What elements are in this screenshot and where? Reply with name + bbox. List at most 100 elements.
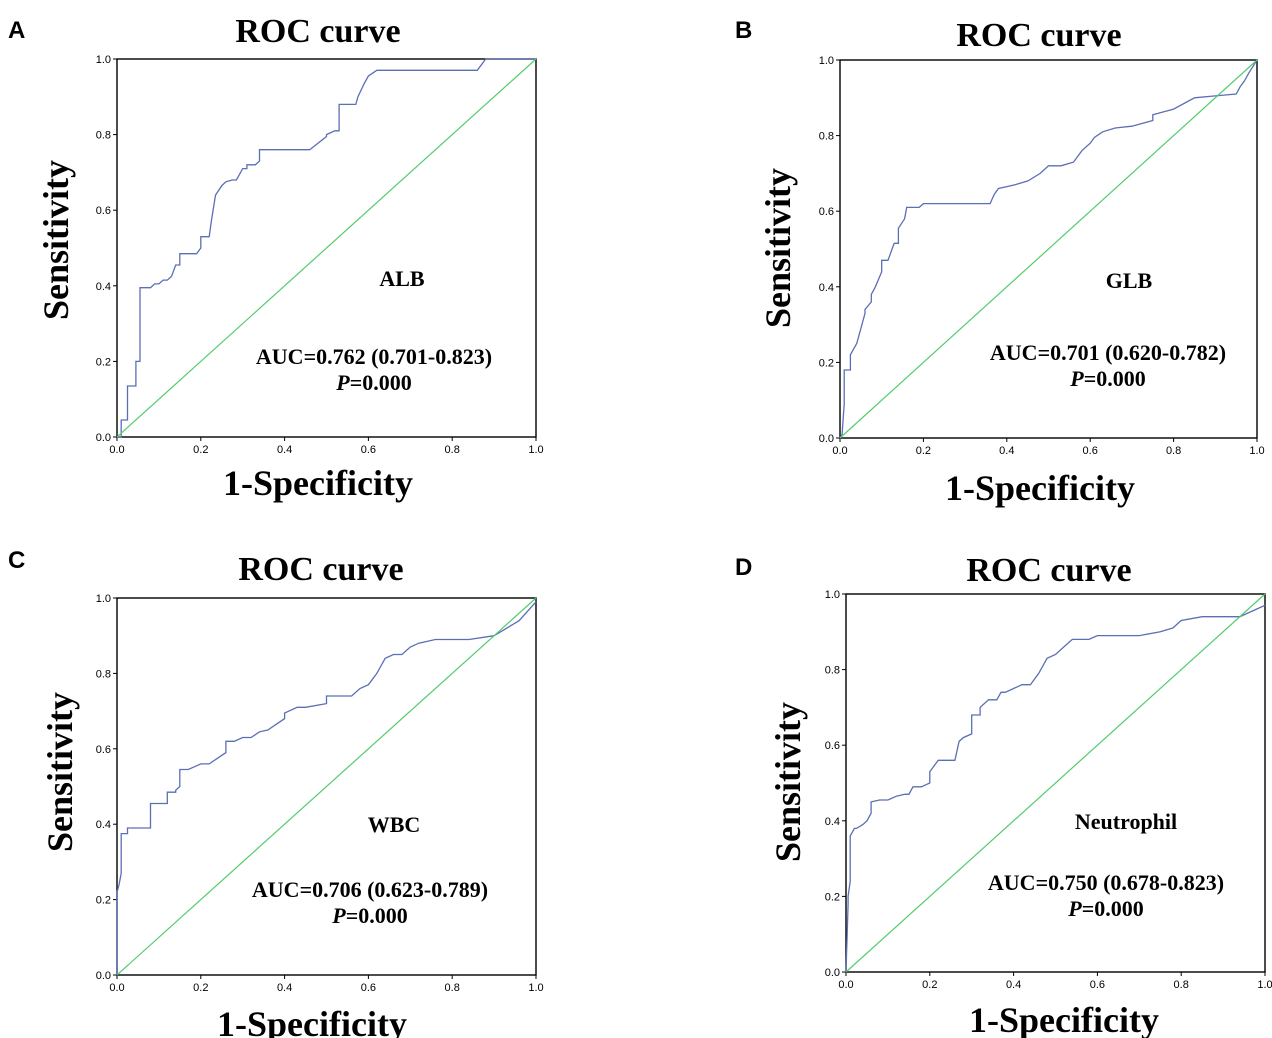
panel-a-roc-curve xyxy=(117,58,536,438)
panel-a-p-number: =0.000 xyxy=(350,370,412,395)
panel-c-reference-line xyxy=(116,597,537,976)
panel-d: D ROC curve 0.0 0.2 0.4 0.6 0.8 1.0 0.0 0.2 0.4 0.6… xyxy=(735,552,1272,1038)
panel-d-auc-text: AUC=0.750 (0.678-0.823) xyxy=(988,870,1224,895)
panel-c-x-tick-label: 0.2 xyxy=(193,982,208,994)
panel-b-y-tick-label: 0.8 xyxy=(819,131,834,143)
panel-b: B ROC curve 0.0 0.2 0.4 0.6 0.8 1.0 0.0 0.2 0.4 0.6… xyxy=(735,17,1265,508)
panel-a-reference-line xyxy=(116,58,537,438)
panel-a-y-tick-label: 0.6 xyxy=(96,205,111,217)
panel-c-roc-curve xyxy=(116,601,537,975)
panel-c-x-tick-label: 1.0 xyxy=(528,982,543,994)
panel-d-x-tick-label: 1.0 xyxy=(1257,979,1272,991)
panel-d-p-symbol: P xyxy=(1067,896,1082,921)
panel-b-title: ROC curve xyxy=(956,17,1121,54)
panel-d-roc-curve xyxy=(845,604,1266,973)
panel-b-x-tick-label: 0.2 xyxy=(916,445,931,457)
panel-b-letter: B xyxy=(735,17,752,44)
panel-c-ticks xyxy=(113,597,537,979)
panel-a-ticks xyxy=(113,58,537,441)
panel-d-x-tick-label: 0.6 xyxy=(1090,979,1105,991)
panel-a-letter: A xyxy=(8,17,25,44)
panel-b-y-tick-label: 0.0 xyxy=(819,433,834,445)
panel-d-title: ROC curve xyxy=(966,552,1131,589)
panel-c-y-tick-label: 0.2 xyxy=(96,895,111,907)
panel-b-y-tick-label: 0.4 xyxy=(819,282,834,294)
panel-d-y-tick-label: 0.4 xyxy=(825,816,840,828)
panel-c-x-tick-label: 0.0 xyxy=(109,982,124,994)
panel-a-y-tick-label: 1.0 xyxy=(96,54,111,66)
panel-d-y-tick-label: 0.8 xyxy=(825,665,840,677)
panel-a-auc-text: AUC=0.762 (0.701-0.823) xyxy=(256,344,492,369)
panel-d-y-tick-label: 0.0 xyxy=(825,967,840,979)
panel-c-title: ROC curve xyxy=(238,551,403,588)
panel-b-x-tick-label: 0.8 xyxy=(1166,445,1181,457)
panel-d-p-value: P=0.000 xyxy=(1067,896,1144,921)
panel-d-y-tick-label: 1.0 xyxy=(825,589,840,601)
panel-d-y-tick-label: 0.2 xyxy=(825,891,840,903)
panel-c-p-symbol: P xyxy=(331,903,346,928)
panel-d-marker-label: Neutrophil xyxy=(1075,809,1177,834)
panel-c-marker-label: WBC xyxy=(368,812,421,837)
panel-d-y-axis-label: Sensitivity xyxy=(768,702,808,862)
panel-d-x-tick-label: 0.2 xyxy=(922,979,937,991)
panel-a-x-tick-label: 0.2 xyxy=(193,444,208,456)
panel-a-x-tick-label: 0.8 xyxy=(445,444,460,456)
panel-c-y-tick-label: 1.0 xyxy=(96,593,111,605)
panel-a-y-tick-label: 0.0 xyxy=(96,432,111,444)
panel-a-p-symbol: P xyxy=(335,370,350,395)
panel-b-x-tick-label: 0.4 xyxy=(999,445,1014,457)
panel-a-p-value: P=0.000 xyxy=(335,370,412,395)
panel-a-x-tick-label: 1.0 xyxy=(528,444,543,456)
panel-d-y-tick-label: 0.6 xyxy=(825,740,840,752)
panel-d-letter: D xyxy=(735,554,752,581)
panel-b-x-tick-label: 1.0 xyxy=(1249,445,1264,457)
panel-c-y-tick-label: 0.0 xyxy=(96,970,111,982)
panel-d-ticks xyxy=(842,593,1266,976)
panel-b-y-axis-label: Sensitivity xyxy=(758,168,798,328)
panel-b-marker-label: GLB xyxy=(1106,268,1153,293)
panel-c-p-number: =0.000 xyxy=(346,903,408,928)
panel-c-y-tick-label: 0.8 xyxy=(96,668,111,680)
panel-d-x-tick-label: 0.8 xyxy=(1174,979,1189,991)
panel-c-letter: C xyxy=(8,547,25,574)
panel-a-y-axis-label: Sensitivity xyxy=(36,160,76,320)
panel-c-auc-text: AUC=0.706 (0.623-0.789) xyxy=(252,877,488,902)
panel-b-y-tick-label: 1.0 xyxy=(819,55,834,67)
panel-b-y-tick-label: 0.6 xyxy=(819,206,834,218)
panel-c-y-tick-label: 0.4 xyxy=(96,819,111,831)
panel-d-reference-line xyxy=(845,593,1266,973)
panel-b-ticks xyxy=(836,59,1258,442)
panel-b-p-value: P=0.000 xyxy=(1069,366,1146,391)
panel-d-x-tick-label: 0.4 xyxy=(1006,979,1021,991)
panel-c-y-axis-label: Sensitivity xyxy=(40,692,80,852)
panel-b-p-number: =0.000 xyxy=(1084,366,1146,391)
panel-a-y-tick-label: 0.8 xyxy=(96,130,111,142)
panel-a: A ROC curve 0.0 0.2 0.4 0.6 0.8 1.0 0.0 0.2 0.4 0.6… xyxy=(8,13,544,503)
panel-c: C ROC curve 0.0 0.2 0.4 0.6 0.8 1.0 0.0 0.2 0.4 0.6… xyxy=(8,547,544,1038)
panel-a-plot-frame xyxy=(116,58,537,438)
panel-a-title: ROC curve xyxy=(235,13,400,50)
panel-d-p-number: =0.000 xyxy=(1082,896,1144,921)
panel-d-x-axis-label: 1-Specificity xyxy=(969,1000,1159,1038)
panel-c-plot-frame xyxy=(116,597,537,976)
panel-a-x-tick-label: 0.0 xyxy=(109,444,124,456)
panel-c-x-tick-label: 0.8 xyxy=(445,982,460,994)
panel-a-marker-label: ALB xyxy=(379,266,425,291)
panel-b-x-axis-label: 1-Specificity xyxy=(945,468,1135,508)
panel-b-x-tick-label: 0.6 xyxy=(1083,445,1098,457)
panel-d-x-tick-label: 0.0 xyxy=(838,979,853,991)
panel-a-x-tick-label: 0.6 xyxy=(361,444,376,456)
panel-b-roc-curve xyxy=(839,59,1258,439)
panel-c-x-axis-label: 1-Specificity xyxy=(217,1004,407,1038)
panel-b-p-symbol: P xyxy=(1069,366,1084,391)
panel-b-plot-frame xyxy=(839,59,1258,439)
panel-a-y-tick-label: 0.4 xyxy=(96,281,111,293)
panel-b-reference-line xyxy=(839,59,1258,439)
panel-b-y-tick-label: 0.2 xyxy=(819,357,834,369)
panel-b-auc-text: AUC=0.701 (0.620-0.782) xyxy=(990,340,1226,365)
panel-c-p-value: P=0.000 xyxy=(331,903,408,928)
panel-c-y-tick-label: 0.6 xyxy=(96,744,111,756)
panel-d-plot-frame xyxy=(845,593,1266,973)
panel-b-x-tick-label: 0.0 xyxy=(832,445,847,457)
